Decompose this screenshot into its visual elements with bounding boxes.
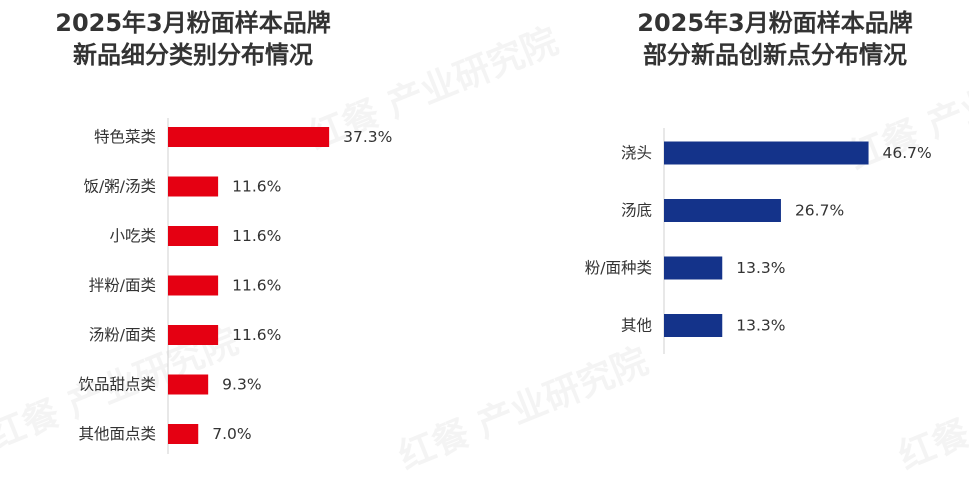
right-category-label: 汤底 bbox=[621, 202, 652, 220]
left-value-label: 11.6% bbox=[232, 178, 281, 196]
left-chart-title-line-1: 2025年3月粉面样本品牌 bbox=[55, 9, 331, 37]
left-bar-0 bbox=[168, 127, 330, 147]
left-value-label: 11.6% bbox=[232, 326, 281, 344]
right-category-label: 浇头 bbox=[621, 144, 652, 162]
left-bar-4 bbox=[168, 325, 219, 345]
right-bar-1 bbox=[664, 199, 781, 222]
right-value-label: 13.3% bbox=[736, 259, 785, 277]
right-chart-title: 2025年3月粉面样本品牌 部分新品创新点分布情况 bbox=[590, 7, 960, 71]
right-value-label: 46.7% bbox=[883, 144, 932, 162]
right-chart-title-line-1: 2025年3月粉面样本品牌 bbox=[637, 9, 913, 37]
left-bar-2 bbox=[168, 226, 219, 246]
left-category-label: 饮品甜点类 bbox=[78, 376, 156, 394]
right-chart-title-line-2: 部分新品创新点分布情况 bbox=[643, 41, 907, 69]
left-value-label: 11.6% bbox=[232, 227, 281, 245]
left-bar-chart: 特色菜类 37.3% 饭/粥/汤类 11.6% 小吃类 11.6% 拌粉/面类 11.6% 汤粉… bbox=[78, 118, 392, 454]
left-chart-title-line-2: 新品细分类别分布情况 bbox=[73, 41, 313, 69]
right-bar-chart: 浇头 46.7% 汤底 26.7% 粉/面种类 13.3% 其他 13.3% bbox=[585, 128, 932, 354]
right-value-label: 26.7% bbox=[795, 202, 844, 220]
left-bar-6 bbox=[168, 424, 199, 444]
right-category-label: 粉/面种类 bbox=[585, 259, 652, 277]
left-value-label: 7.0% bbox=[212, 425, 251, 443]
left-bar-5 bbox=[168, 374, 209, 395]
left-category-label: 饭/粥/汤类 bbox=[84, 178, 156, 196]
left-value-label: 37.3% bbox=[343, 128, 392, 146]
right-bar-0 bbox=[664, 141, 869, 165]
left-bar-3 bbox=[168, 275, 219, 296]
left-category-label: 小吃类 bbox=[109, 227, 156, 245]
left-category-label: 特色菜类 bbox=[94, 128, 156, 146]
left-value-label: 9.3% bbox=[222, 376, 261, 394]
left-category-label: 汤粉/面类 bbox=[89, 326, 156, 344]
right-category-label: 其他 bbox=[621, 317, 652, 335]
right-bar-3 bbox=[664, 314, 723, 337]
left-category-label: 其他面点类 bbox=[78, 425, 156, 443]
right-bar-2 bbox=[664, 256, 723, 280]
left-chart-title: 2025年3月粉面样本品牌 新品细分类别分布情况 bbox=[8, 7, 378, 71]
left-value-label: 11.6% bbox=[232, 277, 281, 295]
right-value-label: 13.3% bbox=[736, 317, 785, 335]
left-category-label: 拌粉/面类 bbox=[89, 277, 156, 295]
left-bar-1 bbox=[168, 176, 219, 197]
